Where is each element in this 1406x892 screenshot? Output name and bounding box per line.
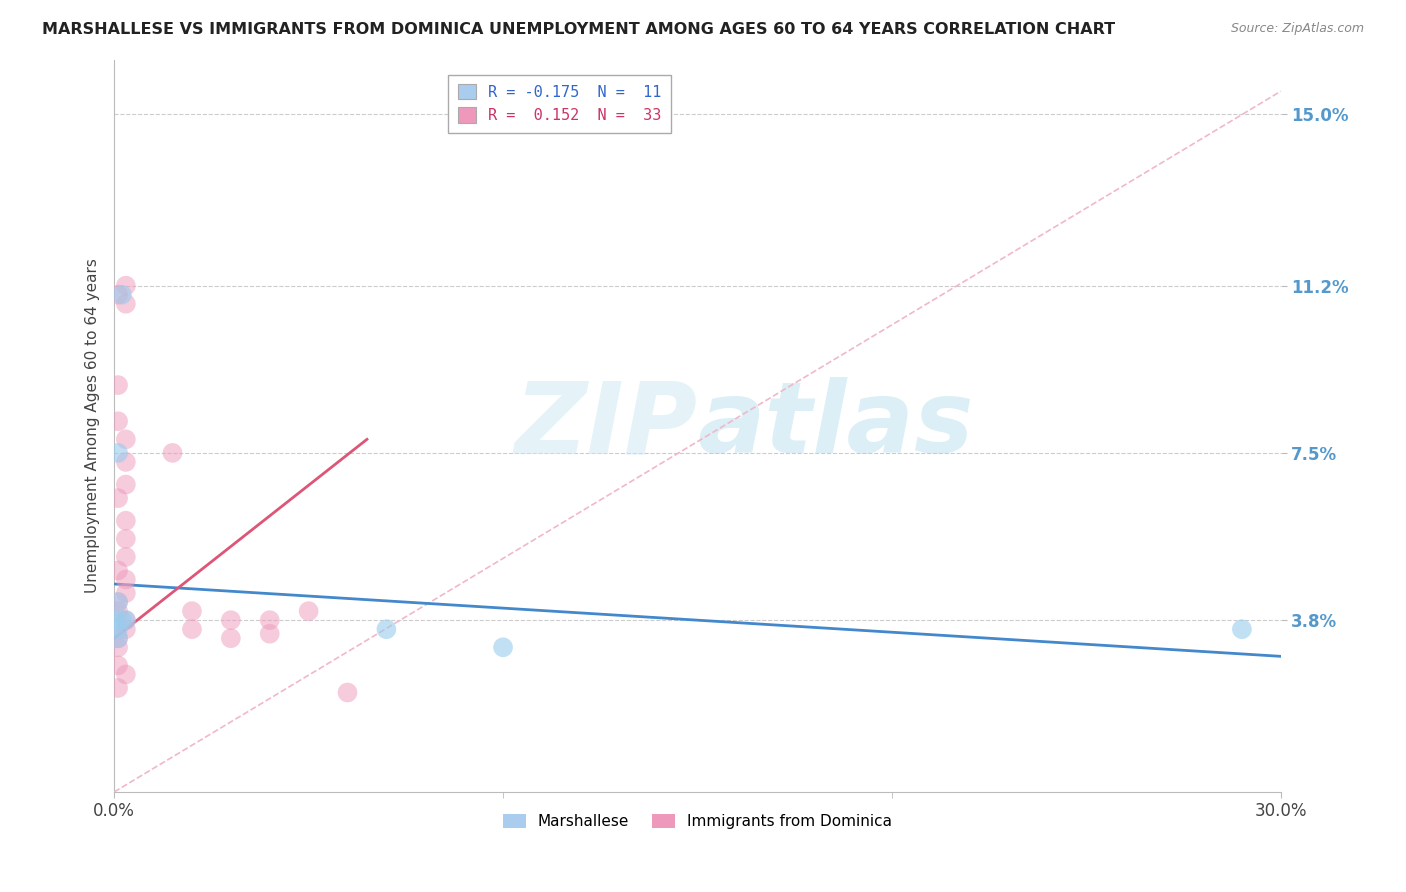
Y-axis label: Unemployment Among Ages 60 to 64 years: Unemployment Among Ages 60 to 64 years — [86, 259, 100, 593]
Point — [115, 433, 138, 447]
Text: ZIP: ZIP — [515, 377, 697, 475]
Point — [115, 622, 138, 636]
Point — [115, 278, 138, 293]
Point — [107, 446, 129, 460]
Point — [115, 586, 138, 600]
Point — [115, 455, 138, 469]
Point — [107, 640, 129, 655]
Point — [107, 632, 129, 646]
Point — [111, 287, 134, 301]
Point — [115, 613, 138, 627]
Point — [107, 491, 129, 505]
Point — [375, 622, 398, 636]
Point — [115, 573, 138, 587]
Point — [107, 681, 129, 695]
Legend: Marshallese, Immigrants from Dominica: Marshallese, Immigrants from Dominica — [496, 808, 898, 836]
Text: MARSHALLESE VS IMMIGRANTS FROM DOMINICA UNEMPLOYMENT AMONG AGES 60 TO 64 YEARS C: MARSHALLESE VS IMMIGRANTS FROM DOMINICA … — [42, 22, 1115, 37]
Point — [298, 604, 321, 618]
Point — [492, 640, 515, 655]
Point — [219, 632, 242, 646]
Point — [103, 613, 125, 627]
Point — [259, 626, 281, 640]
Point — [115, 296, 138, 310]
Point — [115, 667, 138, 681]
Point — [107, 414, 129, 428]
Text: atlas: atlas — [697, 377, 974, 475]
Point — [107, 378, 129, 392]
Point — [115, 613, 138, 627]
Point — [111, 613, 134, 627]
Point — [181, 622, 204, 636]
Point — [107, 564, 129, 578]
Point — [219, 613, 242, 627]
Text: Source: ZipAtlas.com: Source: ZipAtlas.com — [1230, 22, 1364, 36]
Point — [107, 622, 129, 636]
Point — [1230, 622, 1253, 636]
Point — [107, 595, 129, 609]
Point — [115, 477, 138, 491]
Point — [107, 632, 129, 646]
Point — [115, 549, 138, 564]
Point — [107, 604, 129, 618]
Point — [107, 658, 129, 673]
Point — [259, 613, 281, 627]
Point — [115, 532, 138, 546]
Point — [162, 446, 184, 460]
Point — [115, 514, 138, 528]
Point — [107, 287, 129, 301]
Point — [181, 604, 204, 618]
Point — [336, 685, 359, 699]
Point — [107, 595, 129, 609]
